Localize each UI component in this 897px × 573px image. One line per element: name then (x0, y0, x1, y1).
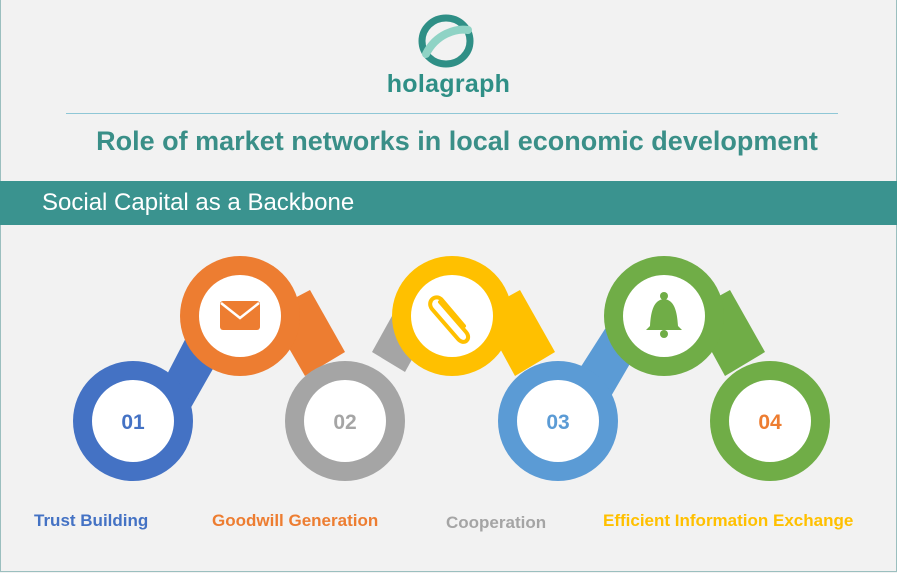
node-disc-3 (517, 380, 599, 462)
section-heading: Social Capital as a Backbone (42, 189, 355, 216)
step-number-1: 01 (121, 411, 145, 434)
paperclip-icon (428, 295, 471, 344)
node-disc-4 (729, 380, 811, 462)
step-number-3: 03 (546, 411, 569, 434)
header-divider (66, 113, 838, 114)
step-label-3: Cooperation (446, 513, 547, 532)
bell-icon (646, 292, 682, 338)
node-disc-2 (304, 380, 386, 462)
brand-name: holagraph (386, 70, 511, 98)
holagraph-logo-icon (418, 14, 474, 68)
envelope-icon (220, 301, 260, 330)
step-label-4: Efficient Information Exchange (603, 511, 854, 530)
step-label-2: Goodwill Generation (212, 511, 379, 530)
page-title: Role of market networks in local economi… (96, 126, 818, 156)
step-number-4: 04 (758, 411, 782, 434)
step-label-1: Trust Building (34, 511, 149, 530)
section-band: Social Capital as a Backbone (0, 181, 897, 225)
node-disc-1 (92, 380, 174, 462)
step-number-2: 02 (333, 411, 356, 434)
